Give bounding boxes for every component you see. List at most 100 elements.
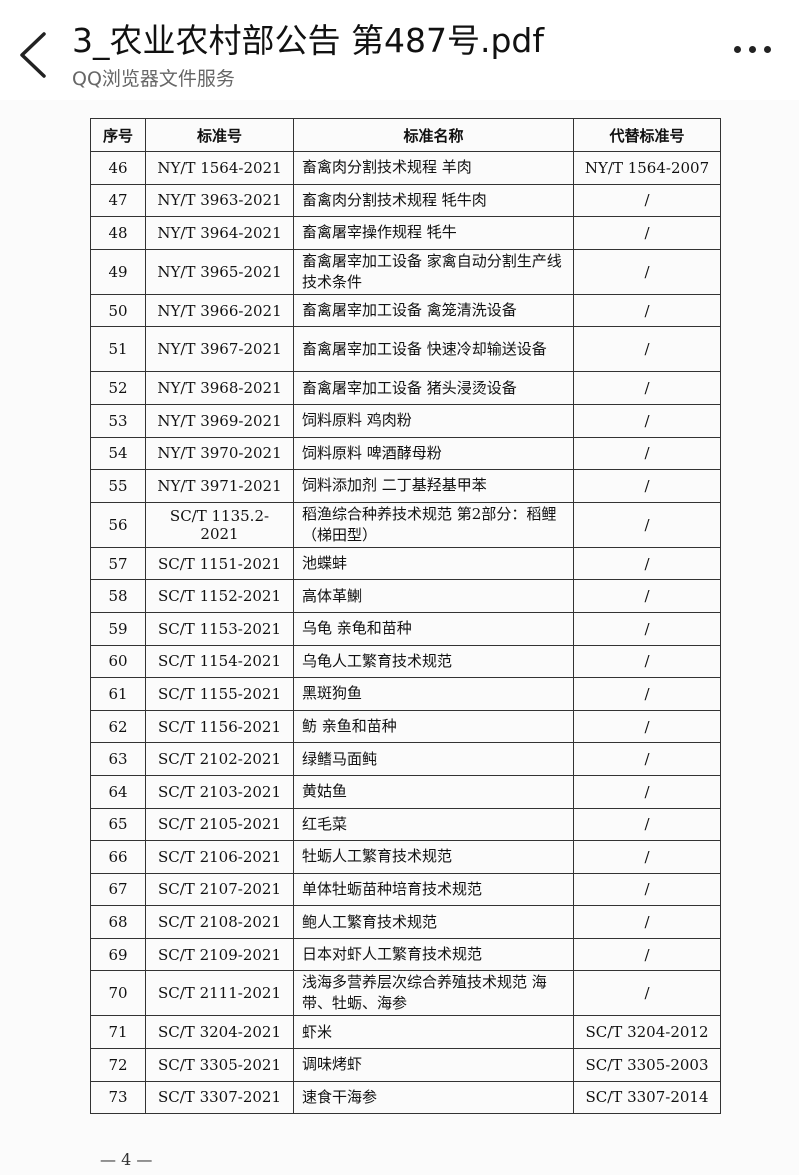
row-number: 70 [90, 970, 146, 1017]
column-header-no: 序号 [90, 118, 146, 152]
table-row: 52 NY/T 3968-2021 畜禽屠宰加工设备 猪头浸烫设备 / [90, 371, 721, 405]
more-options-icon[interactable] [734, 46, 771, 53]
back-arrow-icon[interactable] [14, 30, 54, 80]
standard-name: 乌龟人工繁育技术规范 [293, 644, 574, 679]
standard-code: SC/T 1151-2021 [145, 546, 294, 581]
table-row: 66 SC/T 2106-2021 牡蛎人工繁育技术规范 / [90, 840, 721, 874]
standard-code: SC/T 3204-2021 [145, 1015, 294, 1050]
table-row: 51 NY/T 3967-2021 畜禽屠宰加工设备 快速冷却输送设备 / [90, 326, 721, 373]
replaced-standard: / [573, 183, 721, 218]
standard-code: NY/T 3969-2021 [145, 403, 294, 438]
column-header-code: 标准号 [145, 118, 294, 152]
standard-code: SC/T 2111-2021 [145, 970, 294, 1017]
standard-code: NY/T 3966-2021 [145, 293, 294, 328]
row-number: 67 [90, 872, 146, 907]
table-row: 63 SC/T 2102-2021 绿鳍马面鲀 / [90, 742, 721, 776]
standard-name: 畜禽屠宰加工设备 快速冷却输送设备 [293, 326, 574, 373]
standard-code: SC/T 2106-2021 [145, 840, 294, 874]
standard-code: NY/T 3965-2021 [145, 248, 294, 295]
standard-name: 饲料添加剂 二丁基羟基甲苯 [293, 469, 574, 503]
standard-name: 调味烤虾 [293, 1048, 574, 1082]
replaced-standard: / [573, 774, 721, 809]
row-number: 72 [90, 1048, 146, 1082]
standard-name: 畜禽屠宰操作规程 牦牛 [293, 216, 574, 250]
standard-name: 黄姑鱼 [293, 774, 574, 809]
standard-name: 鲂 亲鱼和苗种 [293, 709, 574, 744]
replaced-standard: / [573, 872, 721, 907]
replaced-standard: / [573, 326, 721, 373]
row-number: 50 [90, 293, 146, 328]
table-header: 序号 标准号 标准名称 代替标准号 [90, 118, 721, 152]
table-row: 59 SC/T 1153-2021 乌龟 亲龟和苗种 / [90, 611, 721, 646]
column-header-replace: 代替标准号 [573, 118, 721, 152]
row-number: 46 [90, 151, 146, 185]
replaced-standard: / [573, 742, 721, 776]
replaced-standard: / [573, 840, 721, 874]
replaced-standard: / [573, 293, 721, 328]
row-number: 57 [90, 546, 146, 581]
standard-code: SC/T 2105-2021 [145, 807, 294, 842]
standard-name: 稻渔综合种养技术规范 第2部分：稻鲤（梯田型） [293, 501, 574, 548]
row-number: 55 [90, 469, 146, 503]
standard-name: 乌龟 亲龟和苗种 [293, 611, 574, 646]
standard-name: 鲍人工繁育技术规范 [293, 905, 574, 939]
replaced-standard: SC/T 3305-2003 [573, 1048, 721, 1082]
replaced-standard: / [573, 436, 721, 471]
table-row: 60 SC/T 1154-2021 乌龟人工繁育技术规范 / [90, 644, 721, 679]
row-number: 52 [90, 371, 146, 405]
table-row: 61 SC/T 1155-2021 黑斑狗鱼 / [90, 677, 721, 711]
standard-name: 绿鳍马面鲀 [293, 742, 574, 776]
replaced-standard: / [573, 469, 721, 503]
row-number: 54 [90, 436, 146, 471]
table-row: 68 SC/T 2108-2021 鲍人工繁育技术规范 / [90, 905, 721, 939]
standard-name: 畜禽屠宰加工设备 家禽自动分割生产线技术条件 [293, 248, 574, 295]
replaced-standard: SC/T 3204-2012 [573, 1015, 721, 1050]
table-row: 71 SC/T 3204-2021 虾米 SC/T 3204-2012 [90, 1015, 721, 1050]
standards-table: 序号 标准号 标准名称 代替标准号 46 NY/T 1564-2021 畜禽肉分割技… [90, 118, 721, 1115]
standard-name: 畜禽屠宰加工设备 禽笼清洗设备 [293, 293, 574, 328]
row-number: 59 [90, 611, 146, 646]
standard-name: 牡蛎人工繁育技术规范 [293, 840, 574, 874]
row-number: 66 [90, 840, 146, 874]
standard-code: SC/T 1152-2021 [145, 579, 294, 613]
standard-name: 单体牡蛎苗种培育技术规范 [293, 872, 574, 907]
replaced-standard: SC/T 3307-2014 [573, 1080, 721, 1115]
standard-code: SC/T 2103-2021 [145, 774, 294, 809]
row-number: 62 [90, 709, 146, 744]
top-bar: 3_农业农村部公告 第487号.pdf QQ浏览器文件服务 [0, 0, 799, 100]
table-row: 47 NY/T 3963-2021 畜禽肉分割技术规程 牦牛肉 / [90, 183, 721, 218]
standard-code: NY/T 3971-2021 [145, 469, 294, 503]
replaced-standard: / [573, 644, 721, 679]
row-number: 73 [90, 1080, 146, 1115]
standard-code: SC/T 2107-2021 [145, 872, 294, 907]
standard-code: NY/T 3970-2021 [145, 436, 294, 471]
replaced-standard: / [573, 579, 721, 613]
table-row: 49 NY/T 3965-2021 畜禽屠宰加工设备 家禽自动分割生产线技术条件 / [90, 248, 721, 295]
standard-code: SC/T 3305-2021 [145, 1048, 294, 1082]
standard-code: SC/T 1153-2021 [145, 611, 294, 646]
table-row: 50 NY/T 3966-2021 畜禽屠宰加工设备 禽笼清洗设备 / [90, 293, 721, 328]
row-number: 69 [90, 937, 146, 972]
row-number: 49 [90, 248, 146, 295]
column-header-name: 标准名称 [293, 118, 574, 152]
row-number: 47 [90, 183, 146, 218]
table-row: 55 NY/T 3971-2021 饲料添加剂 二丁基羟基甲苯 / [90, 469, 721, 503]
replaced-standard: / [573, 807, 721, 842]
document-subtitle: QQ浏览器文件服务 [72, 68, 235, 90]
replaced-standard: / [573, 371, 721, 405]
table-row: 53 NY/T 3969-2021 饲料原料 鸡肉粉 / [90, 403, 721, 438]
replaced-standard: / [573, 501, 721, 548]
standard-code: SC/T 2109-2021 [145, 937, 294, 972]
standard-name: 速食干海参 [293, 1080, 574, 1115]
standard-code: NY/T 3963-2021 [145, 183, 294, 218]
replaced-standard: / [573, 611, 721, 646]
replaced-standard: / [573, 248, 721, 295]
standard-code: SC/T 1155-2021 [145, 677, 294, 711]
table-row: 46 NY/T 1564-2021 畜禽肉分割技术规程 羊肉 NY/T 1564-20… [90, 151, 721, 185]
document-title: 3_农业农村部公告 第487号.pdf [72, 21, 544, 60]
standard-code: SC/T 2108-2021 [145, 905, 294, 939]
standard-code: SC/T 1156-2021 [145, 709, 294, 744]
table-row: 48 NY/T 3964-2021 畜禽屠宰操作规程 牦牛 / [90, 216, 721, 250]
standard-name: 黑斑狗鱼 [293, 677, 574, 711]
table-row: 69 SC/T 2109-2021 日本对虾人工繁育技术规范 / [90, 937, 721, 972]
